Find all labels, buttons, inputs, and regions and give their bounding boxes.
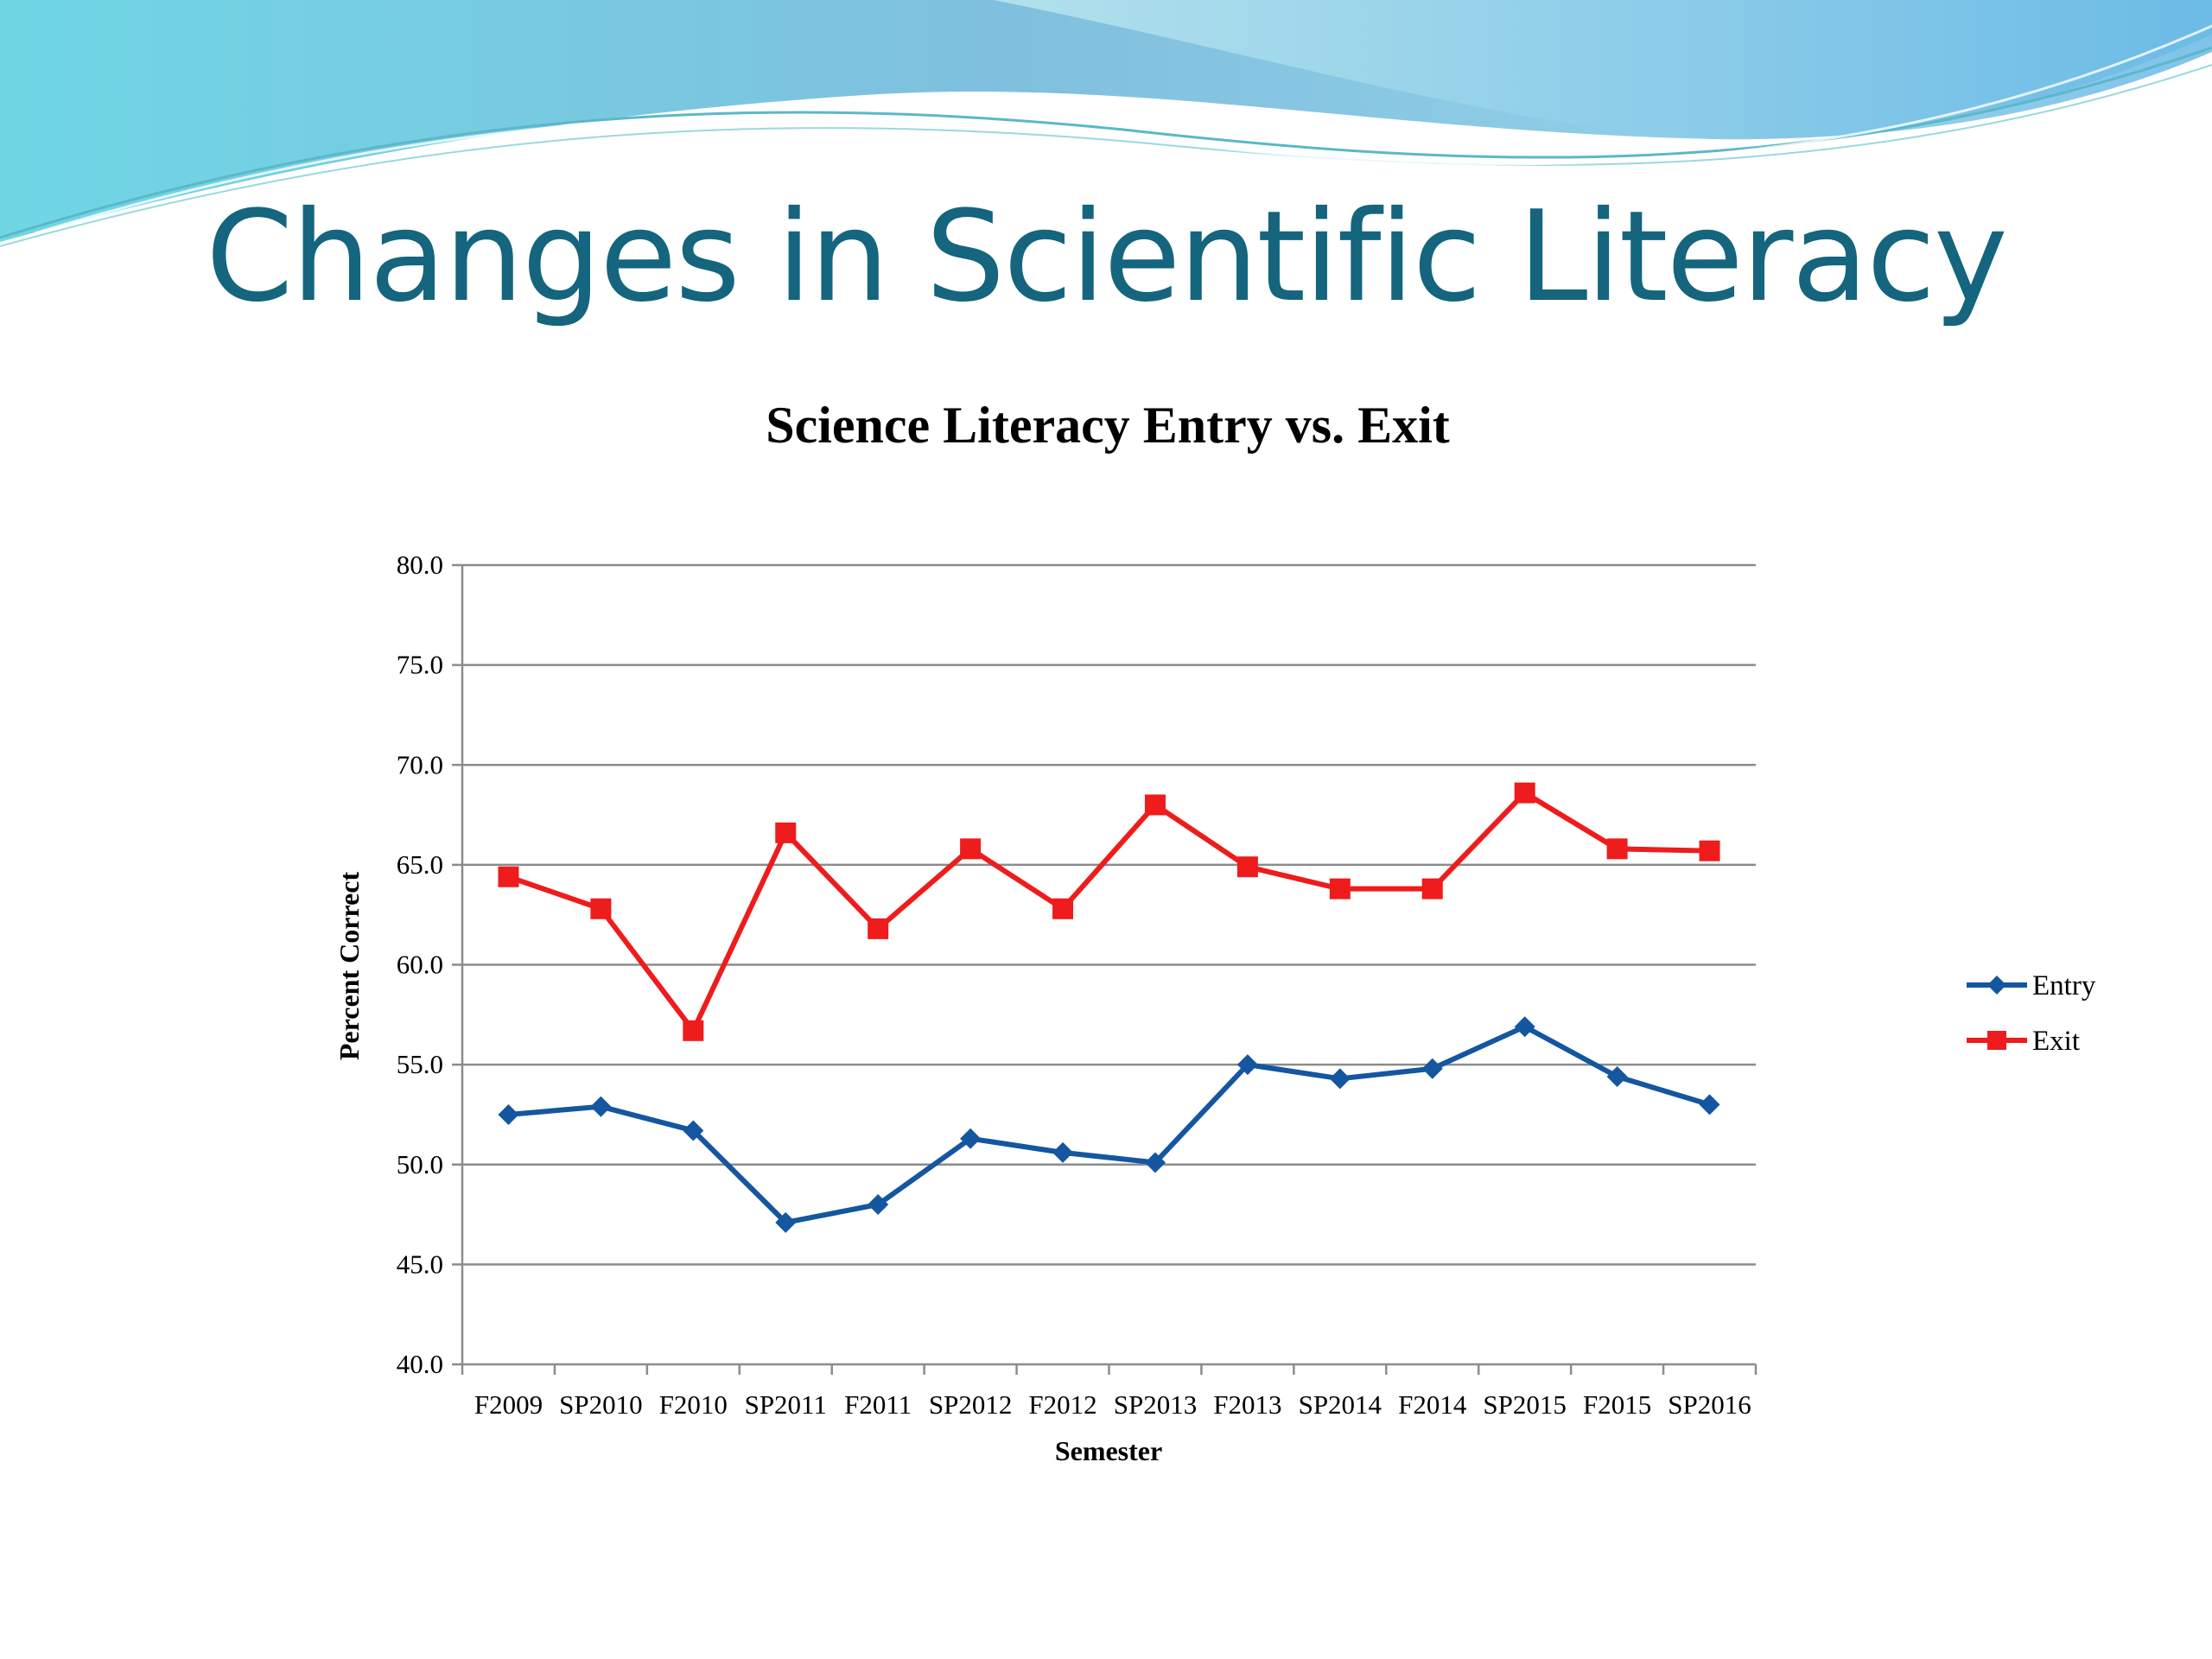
x-tick-label: SP2010	[559, 1389, 642, 1420]
entry-point	[1514, 1016, 1535, 1038]
entry-point	[868, 1194, 889, 1215]
exit-point	[590, 898, 612, 919]
series-entry	[498, 1016, 1720, 1233]
x-tick-label: SP2011	[745, 1389, 827, 1420]
exit-point	[1329, 878, 1351, 899]
entry-point	[683, 1120, 704, 1141]
y-tick-label: 45.0	[397, 1249, 443, 1279]
x-tick-label: F2010	[659, 1389, 728, 1420]
exit-point	[1514, 782, 1535, 804]
y-tick-label: 70.0	[397, 749, 443, 779]
legend-label: Entry	[2032, 970, 2096, 1001]
chart-title: Science Literacy Entry vs. Exit	[766, 397, 1450, 454]
x-tick-label: SP2014	[1299, 1389, 1382, 1420]
x-tick-label: F2009	[474, 1389, 543, 1420]
entry-point	[590, 1096, 612, 1117]
x-tick-labels: F2009 SP2010 F2010 SP2011 F2011 SP2012 F2012 SP…	[474, 1389, 1751, 1420]
exit-point	[1144, 794, 1166, 816]
decorative-wave-banner	[0, 0, 2212, 247]
x-tick-label: F2015	[1583, 1389, 1651, 1420]
x-tick-label: SP2016	[1668, 1389, 1751, 1420]
entry-line	[508, 1024, 1711, 1225]
exit-point	[683, 1020, 704, 1041]
exit-point	[1236, 856, 1258, 878]
entry-point	[1329, 1068, 1351, 1090]
slide-title: Changes in Scientific Literacy	[206, 184, 2008, 330]
x-tick-label: SP2013	[1114, 1389, 1197, 1420]
legend-label: Exit	[2032, 1026, 2080, 1057]
exit-point	[1052, 898, 1074, 919]
x-tick-label: F2012	[1028, 1389, 1096, 1420]
y-tick-label: 65.0	[397, 849, 443, 880]
legend-item-entry: Entry	[1967, 970, 2096, 1001]
entry-point	[775, 1211, 797, 1233]
gridlines	[462, 563, 1756, 1266]
entry-point	[1606, 1066, 1628, 1087]
y-tick-label: 50.0	[397, 1149, 443, 1179]
entry-point	[1236, 1054, 1258, 1076]
x-tick-label: F2011	[844, 1389, 912, 1420]
y-tick-label: 40.0	[397, 1349, 443, 1379]
entry-point	[960, 1128, 982, 1149]
exit-point	[498, 866, 519, 887]
x-tick-label: SP2015	[1483, 1389, 1566, 1420]
exit-point	[1606, 838, 1628, 860]
y-axis-title: Percent Correct	[334, 872, 365, 1061]
entry-point	[1421, 1058, 1443, 1079]
exit-point	[1421, 878, 1443, 899]
legend: Entry Exit	[1967, 970, 2096, 1057]
series-exit	[498, 782, 1720, 1041]
y-tick-labels: 40.0 45.0 50.0 55.0 60.0 65.0 70.0 75.0 80.0	[397, 550, 443, 1379]
y-tick-label: 75.0	[397, 650, 443, 680]
y-tick-label: 80.0	[397, 550, 443, 580]
exit-point	[775, 822, 797, 843]
exit-point	[868, 918, 889, 939]
x-tick-label: F2013	[1213, 1389, 1281, 1420]
x-axis-title: Semester	[1055, 1435, 1162, 1466]
series-layer	[498, 782, 1720, 1233]
entry-point	[1699, 1094, 1720, 1116]
exit-point	[1699, 840, 1720, 861]
legend-marker	[1987, 1031, 2006, 1050]
y-tick-label: 60.0	[397, 950, 443, 980]
entry-point	[498, 1103, 519, 1125]
exit-line	[507, 790, 1710, 1033]
y-tick-label: 55.0	[397, 1049, 443, 1079]
legend-marker	[1987, 976, 2006, 995]
entry-point	[1052, 1141, 1074, 1163]
exit-point	[960, 838, 982, 860]
x-tick-label: F2014	[1398, 1389, 1467, 1420]
legend-item-exit: Exit	[1967, 1026, 2080, 1057]
x-tick-label: SP2012	[929, 1389, 1012, 1420]
entry-point	[1144, 1152, 1166, 1173]
axes	[452, 563, 1758, 1375]
